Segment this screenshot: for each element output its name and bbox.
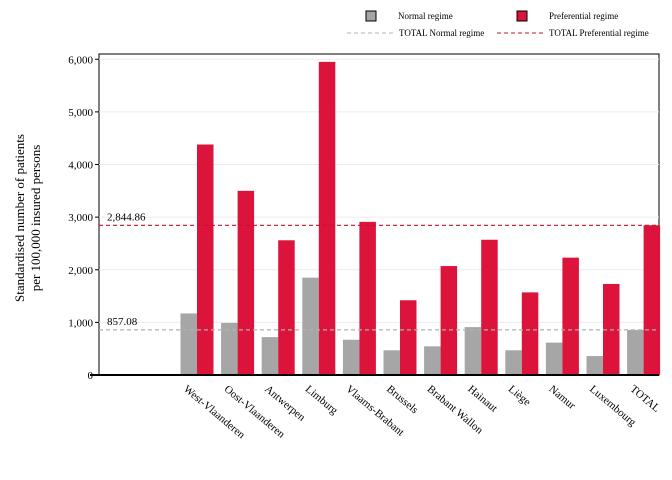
bar-normal-regime bbox=[342, 339, 360, 375]
legend-label: Normal regime bbox=[398, 11, 453, 21]
x-category-label: Namur bbox=[546, 383, 577, 412]
x-category-label: TOTAL bbox=[628, 383, 663, 415]
bar-normal-regime bbox=[261, 337, 279, 375]
legend-swatch bbox=[516, 10, 528, 22]
bar-preferential-regime bbox=[400, 300, 417, 375]
y-tick-label: 5,000 bbox=[68, 107, 93, 119]
bar-preferential-regime bbox=[318, 61, 336, 376]
y-tick-label: 6,000 bbox=[68, 54, 93, 66]
y-axis-title: Standardised number of patients per 100,0… bbox=[12, 134, 43, 302]
bar-normal-regime bbox=[221, 322, 238, 375]
y-tick-label: 1,000 bbox=[68, 317, 93, 329]
reference-line-label: 857.08 bbox=[107, 316, 138, 328]
y-tick-label: 2,000 bbox=[68, 265, 93, 277]
legend-swatch bbox=[365, 10, 377, 22]
bar-normal-regime bbox=[302, 277, 319, 375]
bar-normal-regime bbox=[424, 346, 441, 375]
x-category-label: Liège bbox=[506, 383, 533, 408]
bar-normal-regime bbox=[180, 313, 197, 375]
bar-normal-regime bbox=[627, 329, 644, 375]
bar-preferential-regime bbox=[481, 239, 498, 375]
bar-normal-regime bbox=[505, 350, 522, 375]
bar-preferential-regime bbox=[197, 144, 214, 375]
x-category-label: Hainaut bbox=[465, 383, 499, 415]
reference-line-label: 2,844.86 bbox=[107, 211, 146, 223]
y-axis-title-line: per 100,000 insured persons bbox=[28, 145, 43, 292]
y-tick-label: 4,000 bbox=[68, 160, 93, 172]
legend-label: TOTAL Normal regime bbox=[399, 28, 484, 38]
bar-normal-regime bbox=[586, 356, 603, 375]
x-category-label: Brussels bbox=[384, 383, 420, 416]
bar-preferential-regime bbox=[237, 190, 255, 375]
bar-preferential-regime bbox=[440, 266, 458, 375]
bar-preferential-regime bbox=[359, 221, 376, 375]
bar-preferential-regime bbox=[643, 225, 661, 375]
y-tick-label: 3,000 bbox=[68, 212, 93, 224]
legend-label: TOTAL Preferential regime bbox=[549, 28, 649, 38]
legend: Normal regime Preferential regime TOTAL No… bbox=[347, 10, 649, 38]
x-category-label: Limburg bbox=[303, 383, 340, 417]
legend-label: Preferential regime bbox=[549, 11, 618, 21]
bar-normal-regime bbox=[464, 327, 482, 375]
plot-area: 01,0002,0003,0004,0005,0006,000West-Vlaa… bbox=[68, 53, 663, 442]
bar-normal-regime bbox=[383, 350, 400, 375]
bar-preferential-regime bbox=[562, 257, 579, 375]
y-axis-title-line: Standardised number of patients bbox=[12, 134, 27, 302]
bar-preferential-regime bbox=[521, 292, 539, 375]
bar-normal-regime bbox=[545, 342, 563, 375]
bar-preferential-regime bbox=[278, 240, 295, 375]
